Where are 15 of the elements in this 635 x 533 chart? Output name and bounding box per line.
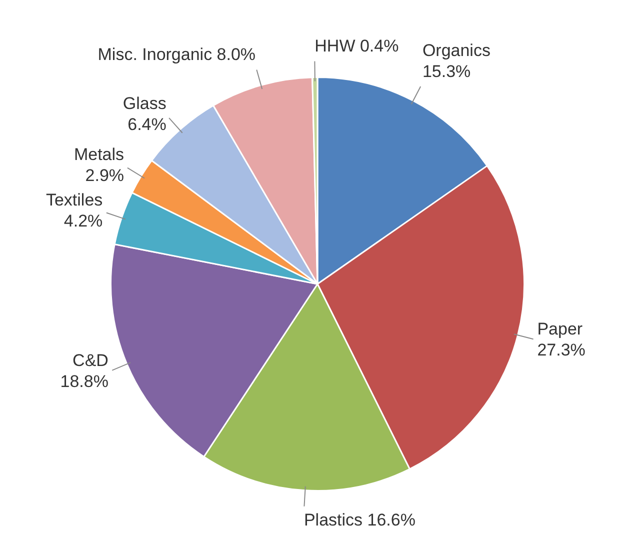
slice-label: HHW 0.4% (314, 36, 399, 56)
slice-label: Metals (74, 144, 124, 164)
data-label: 6.4% (128, 115, 166, 134)
slice-label: Textiles (46, 190, 103, 210)
slice-label: Paper (537, 319, 583, 338)
slice-label: Glass (122, 94, 166, 114)
slice-label: Plastics 16.6% (304, 510, 416, 530)
data-label: 4.2% (64, 212, 103, 231)
data-label: 27.3% (537, 340, 586, 360)
data-label: 18.8% (60, 372, 108, 392)
slice-label: Misc. Inorganic 8.0% (98, 45, 256, 64)
data-label: 2.9% (85, 166, 124, 185)
slice-label: C&D (72, 351, 108, 370)
data-label: 15.3% (422, 62, 471, 82)
slice-label: Organics (422, 41, 490, 60)
